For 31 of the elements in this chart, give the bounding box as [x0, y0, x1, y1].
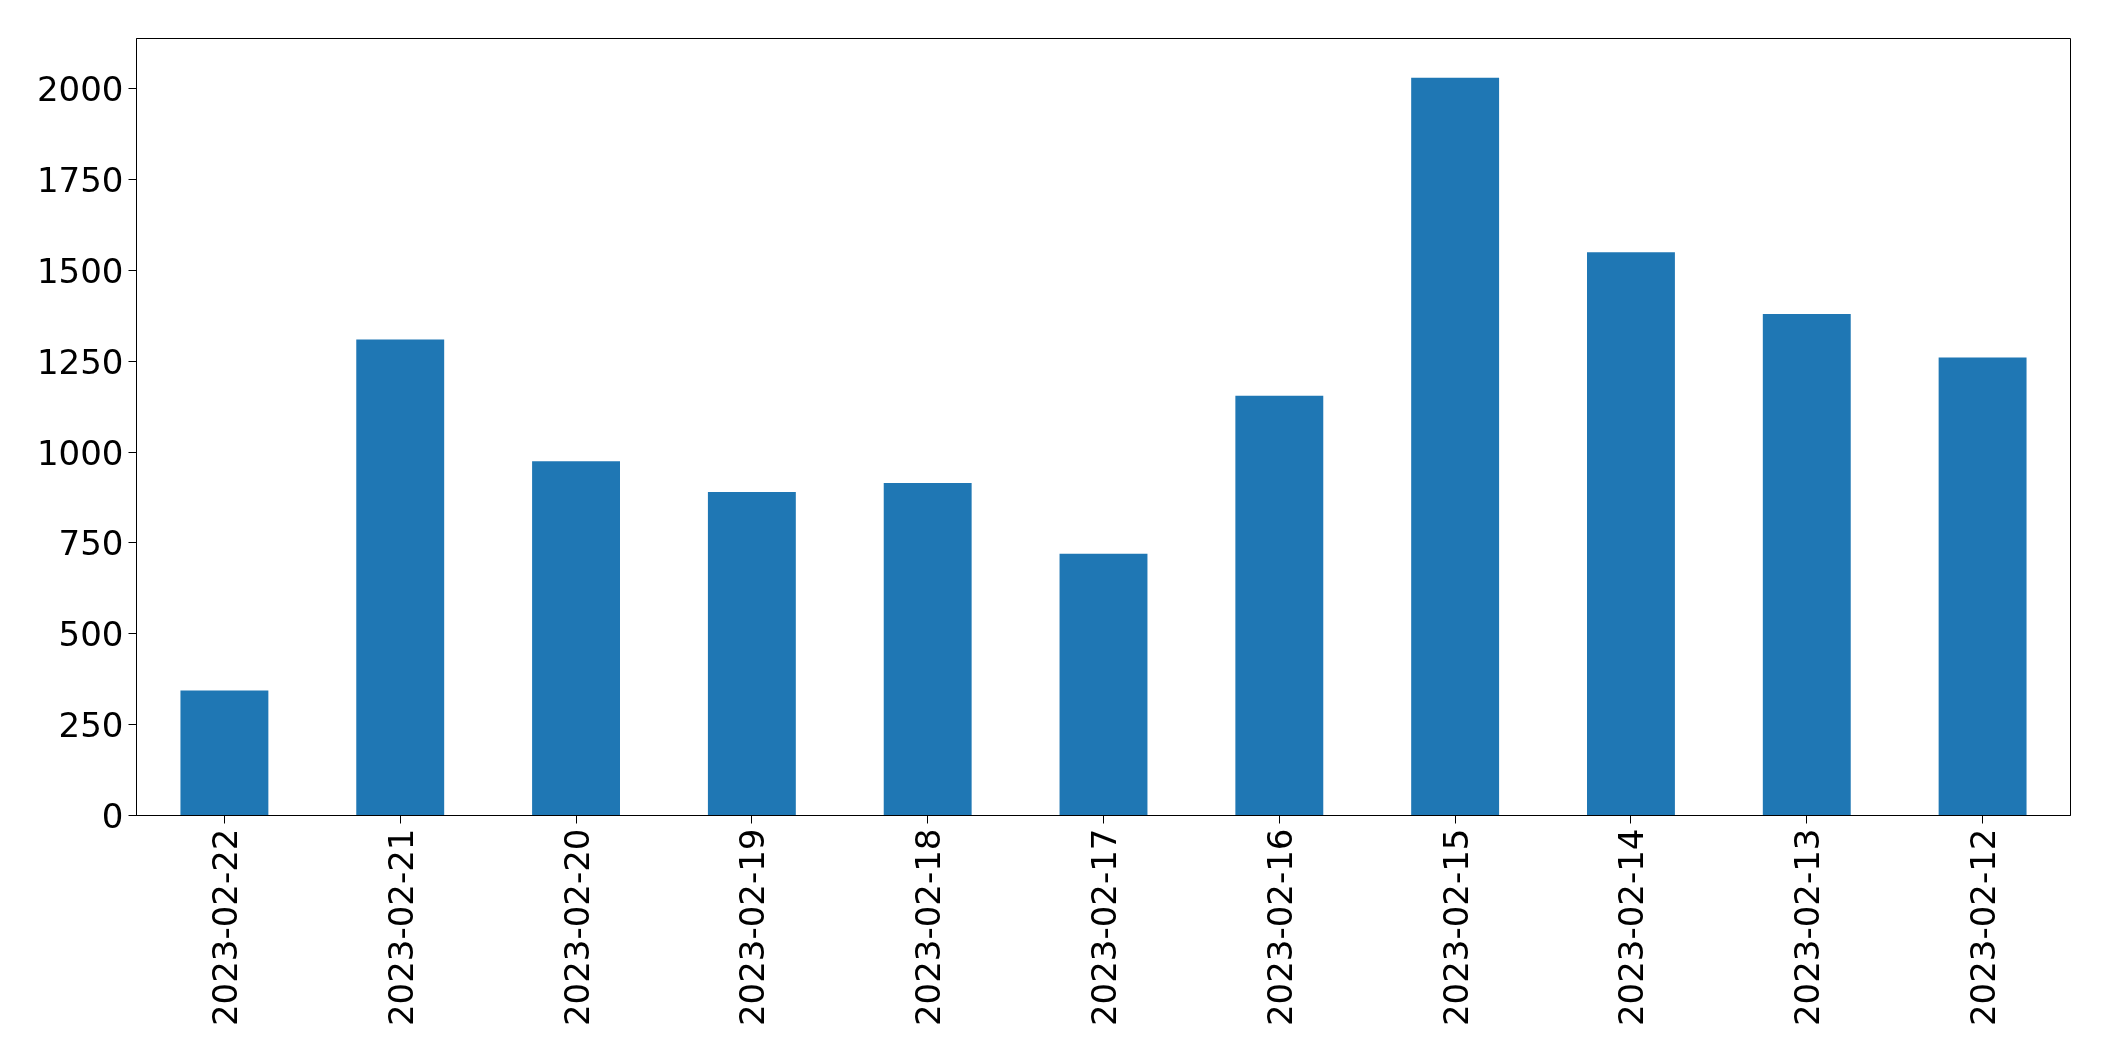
x-tick-label: 2023-02-22 — [204, 828, 245, 1027]
x-tick-label: 2023-02-18 — [908, 828, 949, 1027]
bar — [1587, 252, 1675, 816]
bar — [356, 339, 445, 816]
x-tick-label: 2023-02-15 — [1435, 828, 1476, 1027]
y-tick-label: 250 — [58, 705, 124, 746]
y-tick-label: 750 — [58, 523, 124, 564]
bar — [532, 461, 620, 816]
x-tick-label: 2023-02-17 — [1084, 828, 1124, 1027]
bar — [1059, 553, 1148, 816]
bar — [707, 492, 796, 816]
bar — [883, 482, 972, 816]
bar — [1235, 395, 1324, 816]
x-tick-label: 2023-02-19 — [732, 828, 773, 1027]
bar — [1411, 77, 1500, 816]
y-tick-label: 1250 — [36, 341, 124, 382]
bar — [1938, 357, 2027, 816]
x-tick-label: 2023-02-16 — [1259, 828, 1300, 1027]
y-tick-label: 1000 — [36, 432, 124, 473]
x-tick-label: 2023-02-14 — [1611, 828, 1652, 1027]
x-tick-label: 2023-02-20 — [556, 828, 597, 1027]
y-tick-label: 0 — [101, 796, 124, 836]
bar — [1762, 313, 1851, 816]
x-tick-label: 2023-02-21 — [380, 828, 421, 1027]
y-tick-label: 1750 — [36, 160, 124, 201]
x-tick-label: 2023-02-13 — [1787, 828, 1828, 1027]
y-tick-label: 2000 — [36, 69, 124, 110]
y-tick-label: 1500 — [36, 250, 124, 291]
x-tick-label: 2023-02-12 — [1963, 828, 2004, 1027]
y-tick-label: 500 — [58, 614, 124, 655]
bar — [180, 690, 269, 816]
